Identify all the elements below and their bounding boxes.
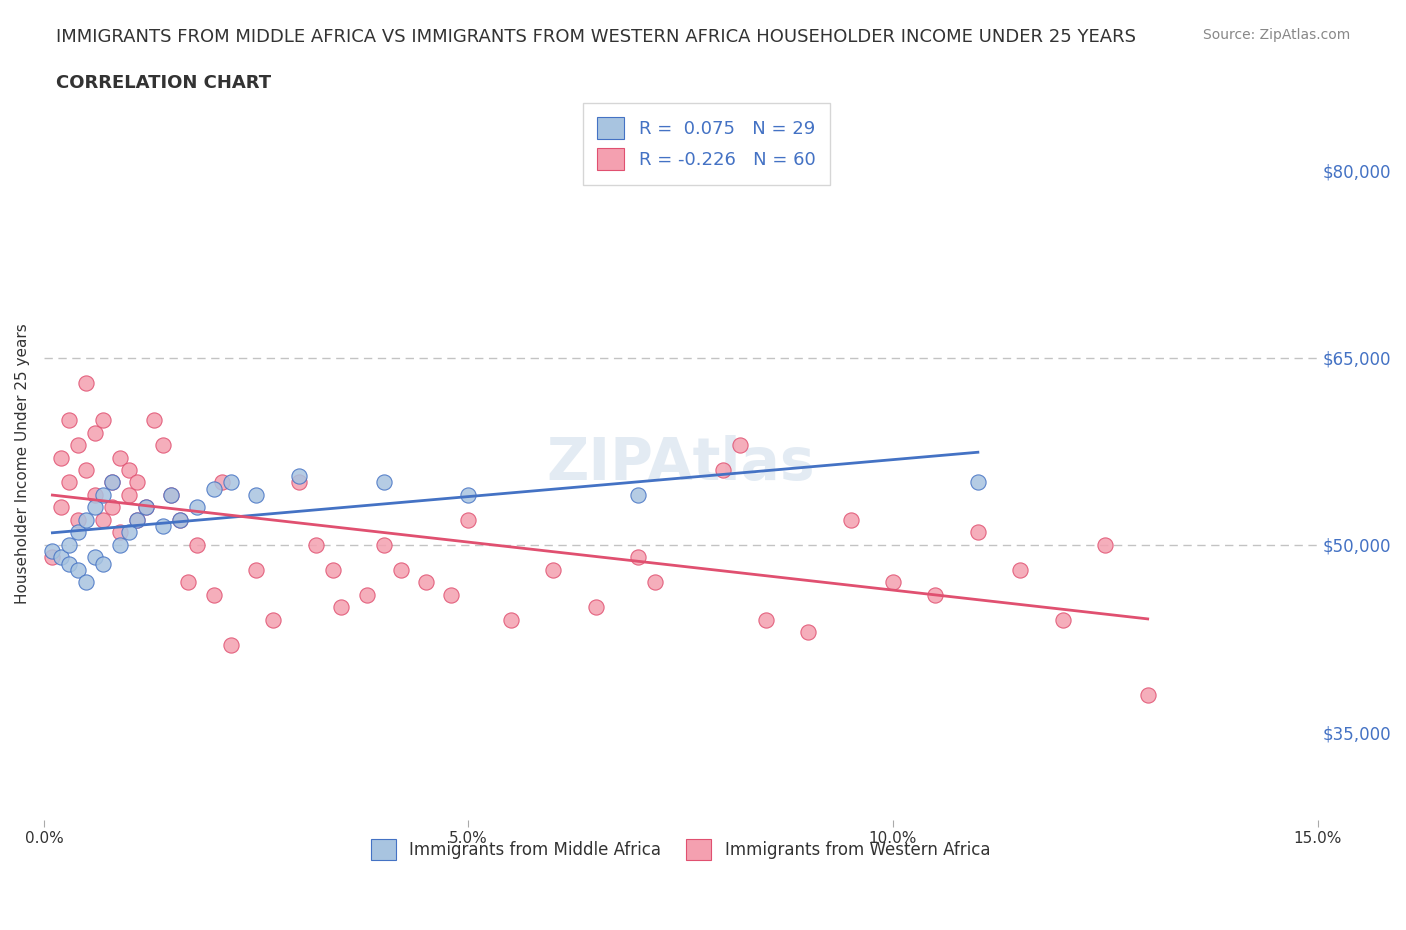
Point	[543, 563, 565, 578]
Point	[127, 512, 149, 527]
Point	[49, 500, 72, 515]
Point	[135, 500, 157, 515]
Point	[627, 550, 650, 565]
Point	[797, 625, 820, 640]
Point	[882, 575, 904, 590]
Point	[440, 588, 463, 603]
Point	[967, 525, 990, 540]
Point	[186, 538, 208, 552]
Point	[160, 487, 183, 502]
Point	[127, 512, 149, 527]
Point	[66, 512, 89, 527]
Point	[58, 475, 80, 490]
Point	[152, 438, 174, 453]
Point	[49, 550, 72, 565]
Point	[1094, 538, 1116, 552]
Point	[1136, 687, 1159, 702]
Point	[967, 475, 990, 490]
Point	[101, 475, 124, 490]
Point	[219, 475, 242, 490]
Point	[58, 413, 80, 428]
Point	[135, 500, 157, 515]
Legend: Immigrants from Middle Africa, Immigrants from Western Africa: Immigrants from Middle Africa, Immigrant…	[363, 831, 998, 868]
Point	[75, 462, 97, 477]
Point	[118, 487, 141, 502]
Point	[110, 525, 132, 540]
Point	[41, 550, 63, 565]
Point	[143, 413, 166, 428]
Point	[1052, 612, 1074, 627]
Point	[160, 487, 183, 502]
Point	[83, 550, 105, 565]
Point	[75, 512, 97, 527]
Point	[839, 512, 862, 527]
Point	[322, 563, 344, 578]
Point	[66, 563, 89, 578]
Point	[219, 637, 242, 652]
Point	[83, 487, 105, 502]
Point	[211, 475, 233, 490]
Point	[75, 375, 97, 390]
Point	[49, 450, 72, 465]
Point	[627, 487, 650, 502]
Point	[91, 512, 114, 527]
Point	[110, 450, 132, 465]
Text: CORRELATION CHART: CORRELATION CHART	[56, 74, 271, 92]
Point	[127, 475, 149, 490]
Point	[373, 538, 395, 552]
Y-axis label: Householder Income Under 25 years: Householder Income Under 25 years	[15, 324, 30, 604]
Point	[389, 563, 412, 578]
Point	[169, 512, 191, 527]
Point	[287, 469, 309, 484]
Point	[91, 487, 114, 502]
Text: IMMIGRANTS FROM MIDDLE AFRICA VS IMMIGRANTS FROM WESTERN AFRICA HOUSEHOLDER INCO: IMMIGRANTS FROM MIDDLE AFRICA VS IMMIGRA…	[56, 28, 1136, 46]
Point	[169, 512, 191, 527]
Point	[58, 556, 80, 571]
Point	[41, 544, 63, 559]
Point	[91, 556, 114, 571]
Point	[457, 512, 479, 527]
Point	[66, 525, 89, 540]
Point	[91, 413, 114, 428]
Point	[186, 500, 208, 515]
Text: ZIPAtlas: ZIPAtlas	[547, 435, 815, 492]
Point	[356, 588, 378, 603]
Point	[110, 538, 132, 552]
Point	[287, 475, 309, 490]
Point	[58, 538, 80, 552]
Point	[499, 612, 522, 627]
Point	[101, 500, 124, 515]
Point	[75, 575, 97, 590]
Point	[245, 487, 267, 502]
Point	[585, 600, 607, 615]
Point	[202, 588, 225, 603]
Point	[711, 462, 734, 477]
Point	[262, 612, 284, 627]
Point	[245, 563, 267, 578]
Point	[118, 462, 141, 477]
Point	[755, 612, 778, 627]
Point	[415, 575, 437, 590]
Point	[728, 438, 751, 453]
Point	[177, 575, 200, 590]
Point	[373, 475, 395, 490]
Point	[330, 600, 353, 615]
Point	[118, 525, 141, 540]
Point	[101, 475, 124, 490]
Point	[152, 519, 174, 534]
Point	[304, 538, 326, 552]
Point	[202, 482, 225, 497]
Point	[644, 575, 666, 590]
Point	[1010, 563, 1032, 578]
Point	[83, 500, 105, 515]
Point	[457, 487, 479, 502]
Text: Source: ZipAtlas.com: Source: ZipAtlas.com	[1202, 28, 1350, 42]
Point	[924, 588, 946, 603]
Point	[66, 438, 89, 453]
Point	[83, 425, 105, 440]
